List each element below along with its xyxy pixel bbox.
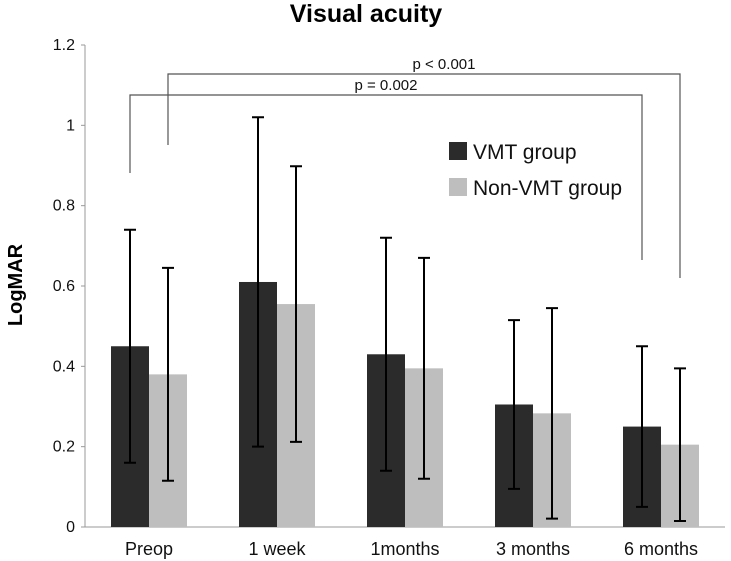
p-value-label: p < 0.001 — [413, 56, 476, 73]
x-axis: Preop 1 week 1months 3 months 6 months — [85, 526, 725, 559]
y-tick-label: 0.4 — [53, 358, 75, 375]
y-tick-label: 0 — [66, 519, 75, 536]
significance-bracket — [167, 73, 681, 278]
y-tick-label: 1.2 — [53, 37, 75, 54]
legend-swatch — [449, 142, 467, 160]
error-bar-vmt — [252, 116, 264, 448]
chart-title: Visual acuity — [290, 0, 442, 28]
y-axis: 0 0.2 0.4 0.6 0.8 1 1.2 — [53, 37, 86, 536]
x-category-label: 3 months — [496, 539, 570, 559]
error-bar-vmt — [636, 345, 648, 508]
x-category-label: 1months — [370, 539, 439, 559]
x-category-label: 1 week — [248, 539, 306, 559]
bars — [111, 281, 699, 527]
y-axis-title: LogMAR — [5, 243, 27, 326]
error-bar-vmt — [380, 236, 392, 472]
legend: VMT group Non-VMT group — [449, 141, 622, 200]
error-bar-non-vmt — [290, 165, 302, 443]
error-bar-vmt — [124, 228, 136, 464]
y-tick-label: 1 — [66, 117, 75, 134]
y-tick-label: 0.8 — [53, 198, 75, 215]
error-bar-vmt — [508, 319, 520, 490]
significance-bracket — [129, 94, 643, 260]
x-category-label: Preop — [125, 539, 173, 559]
error-bar-non-vmt — [418, 256, 430, 480]
error-bars — [124, 116, 686, 522]
y-tick-label: 0.6 — [53, 278, 75, 295]
y-tick-label: 0.2 — [53, 439, 75, 456]
error-bar-non-vmt — [162, 266, 174, 482]
error-bar-non-vmt — [546, 307, 558, 520]
x-category-label: 6 months — [624, 539, 698, 559]
legend-swatch — [449, 178, 467, 196]
significance-annotations: p = 0.002 p < 0.001 — [129, 56, 681, 278]
legend-label: Non-VMT group — [473, 177, 622, 200]
legend-label: VMT group — [473, 141, 577, 164]
p-value-label: p = 0.002 — [355, 77, 418, 94]
error-bar-non-vmt — [674, 367, 686, 522]
